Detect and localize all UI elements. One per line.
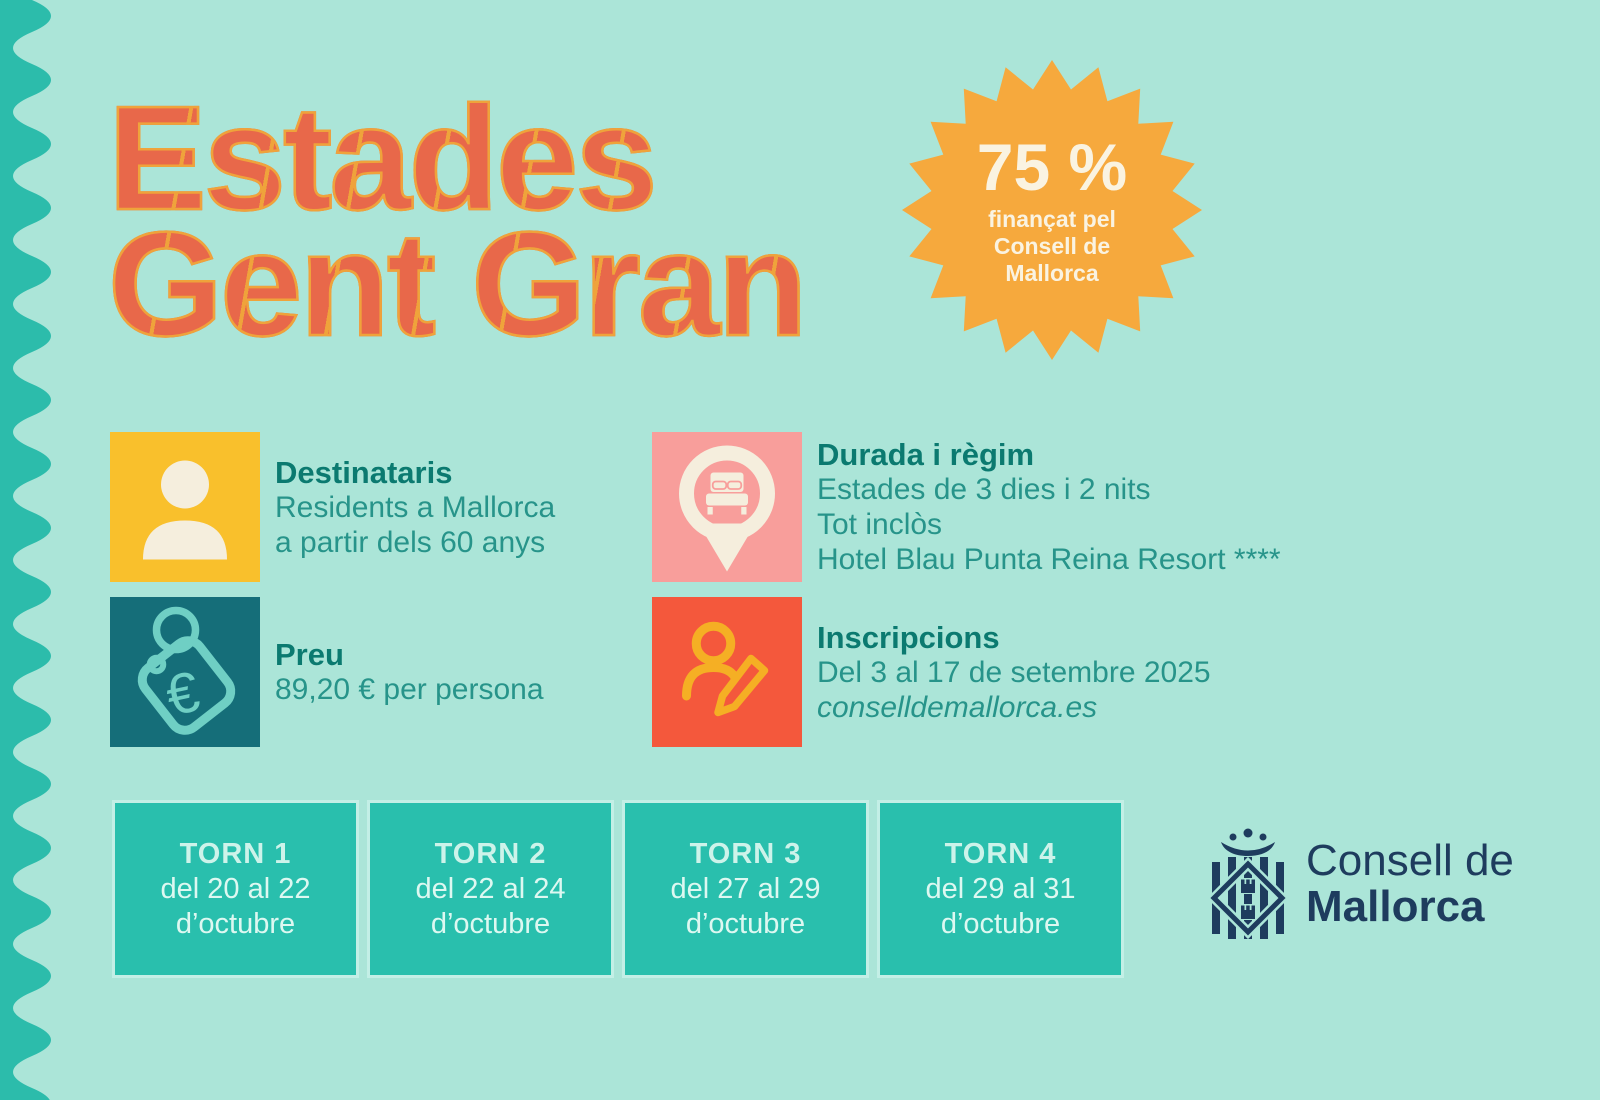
torn-title: TORN 4 (944, 837, 1057, 870)
info-heading: Destinataris (275, 454, 453, 490)
title-line-1: Estades (107, 76, 659, 241)
torn-box-2: TORN 2 del 22 al 24 d’octubre (367, 800, 614, 978)
badge-text-line: finançat pel (988, 205, 1116, 232)
info-heading: Inscripcions (817, 619, 1000, 655)
website-text: conselldemallorca.es (817, 690, 1098, 724)
torn-box-4: TORN 4 del 29 al 31 d’octubre (877, 800, 1124, 978)
torn-month: d’octubre (940, 907, 1061, 940)
bed-location-pin-icon (652, 432, 802, 582)
badge-text-line: Mallorca (1005, 259, 1099, 286)
info-inscripcions: Inscripcions Del 3 al 17 de setembre 202… (652, 597, 1211, 747)
torn-dates: del 20 al 22 (160, 872, 311, 905)
person-edit-icon (652, 597, 802, 747)
logo-text-line-1: Consell de (1306, 836, 1514, 885)
info-line: Del 3 al 17 de setembre 2025 (817, 655, 1211, 689)
torn-dates: del 22 al 24 (415, 872, 566, 905)
info-line: Hotel Blau Punta Reina Resort **** (817, 543, 1281, 576)
torn-box-3: TORN 3 del 27 al 29 d’octubre (622, 800, 869, 978)
starburst-icon (902, 60, 1202, 360)
info-line: a partir dels 60 anys (275, 525, 546, 559)
torn-title: TORN 1 (179, 837, 292, 870)
torn-dates: del 27 al 29 (670, 872, 821, 905)
badge-text-line: Consell de (993, 232, 1111, 259)
info-heading: Preu (275, 637, 344, 672)
torn-dates: del 29 al 31 (925, 872, 1076, 905)
price-tag-euro-icon: € (110, 597, 260, 747)
torn-month: d’octubre (430, 907, 551, 940)
info-heading: Durada i règim (817, 437, 1035, 472)
person-icon (110, 432, 260, 582)
consell-de-mallorca-logo: Consell de Mallorca (1206, 826, 1514, 942)
wavy-edge-decoration (0, 0, 51, 1100)
info-durada: Durada i règim Estades de 3 dies i 2 nit… (652, 432, 1281, 582)
torn-month: d’octubre (175, 907, 296, 940)
torn-title: TORN 3 (689, 837, 802, 870)
page-title: Estades Gent Gran (107, 76, 809, 367)
torn-title: TORN 2 (434, 837, 547, 870)
torn-box-1: TORN 1 del 20 al 22 d’octubre (112, 800, 359, 978)
discount-badge: 75 % finançat pel Consell de Mallorca (892, 50, 1212, 370)
torn-month: d’octubre (685, 907, 806, 940)
consell-emblem-icon (1206, 828, 1290, 940)
info-line: Estades de 3 dies i 2 nits (817, 473, 1151, 506)
torn-schedule-row: TORN 1 del 20 al 22 d’octubre TORN 2 del… (112, 800, 1124, 978)
logo-text-line-2: Mallorca (1306, 882, 1485, 931)
info-line: Tot inclòs (817, 508, 943, 541)
info-line: Residents a Mallorca (275, 490, 556, 524)
title-line-2: Gent Gran (107, 202, 809, 367)
badge-percent: 75 % (976, 129, 1128, 204)
info-destinataris: Destinataris Residents a Mallorca a part… (110, 432, 555, 582)
info-line: 89,20 € per persona (275, 673, 544, 706)
info-preu: € Preu 89,20 € per persona (110, 597, 544, 747)
